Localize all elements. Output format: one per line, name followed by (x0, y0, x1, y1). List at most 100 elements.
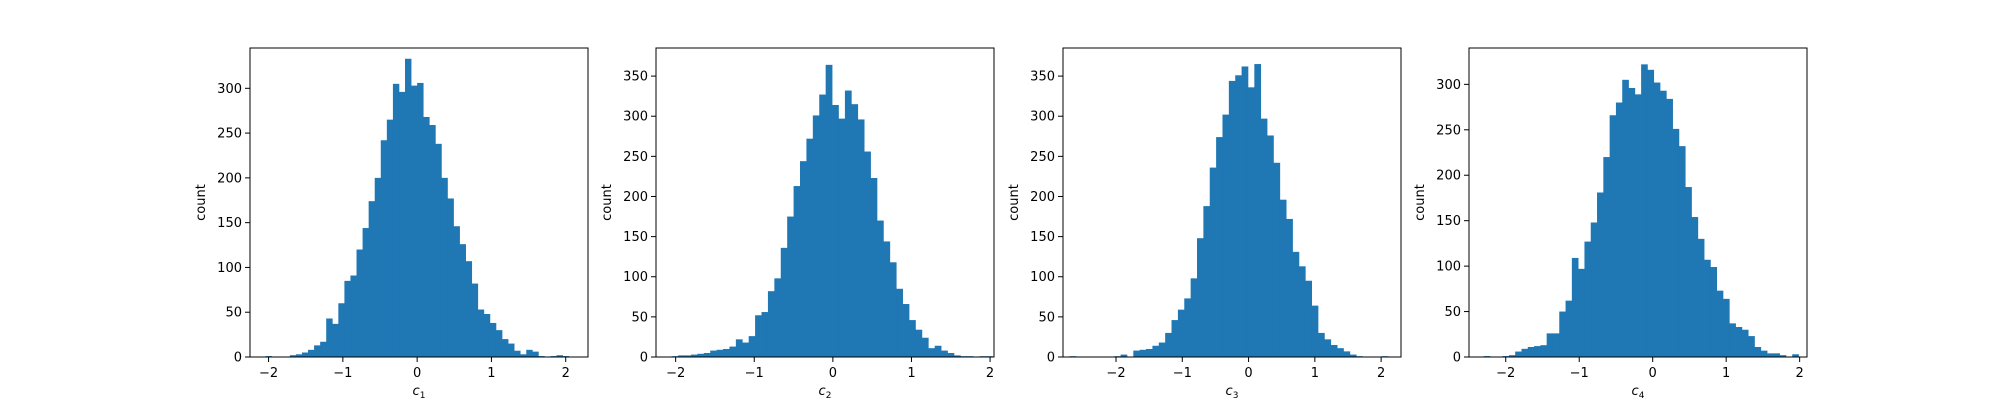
histogram-bar (703, 352, 711, 357)
histogram-bar (902, 304, 910, 357)
y-tick-label: 0 (1047, 351, 1055, 366)
histogram-bar (1534, 346, 1541, 357)
y-tick-label: 300 (1030, 110, 1055, 125)
histogram-bar (1552, 333, 1560, 357)
histogram-bar (1165, 332, 1172, 357)
histogram-bar (1647, 69, 1655, 357)
histogram-bar (876, 220, 884, 357)
histogram-bar (1209, 167, 1217, 357)
y-tick-label: 300 (623, 110, 648, 125)
histogram-bar (832, 104, 839, 357)
histogram-bar (1735, 327, 1743, 357)
histogram-bar (723, 348, 730, 357)
histogram-bar (1622, 79, 1629, 357)
y-tick-label: 0 (234, 351, 242, 366)
histogram-bar (1349, 354, 1357, 357)
histogram-bar (889, 262, 897, 357)
x-tick-label: 1 (1722, 366, 1730, 381)
histogram-bar (1590, 222, 1598, 357)
histogram-bar (883, 241, 891, 357)
histogram-bar (678, 355, 685, 357)
histogram-bar (1628, 87, 1636, 358)
histogram-panel-4: −2 −1 0 1 2 0 50 100 150 200 250 300 c4 count (1413, 47, 1808, 400)
y-axis-label: count (1413, 184, 1428, 221)
y-tick-label: 350 (623, 70, 648, 85)
histogram-bar (774, 278, 782, 357)
histogram-bar (1286, 218, 1293, 357)
histogram-bar (411, 85, 418, 358)
histogram-bar (435, 143, 442, 357)
x-tick-label: 0 (1649, 366, 1657, 381)
histogram-bar (1546, 333, 1554, 357)
histogram-bar (1603, 157, 1610, 357)
histogram-bar (1171, 320, 1179, 357)
histogram-bar (477, 309, 485, 357)
histogram-bar (1273, 162, 1281, 357)
histogram-panel-1: −2 −1 0 1 2 0 50 100 150 200 250 300 c1 count (194, 47, 589, 400)
histogram-bar (1318, 332, 1325, 357)
histogram-bars (1069, 64, 1389, 358)
x-axis-label: c1 (413, 384, 426, 400)
histogram-bar (742, 342, 750, 357)
histogram-bar (851, 104, 859, 358)
histogram-bar (1197, 238, 1204, 357)
histogram-bar (690, 354, 698, 357)
histogram-bar (1773, 353, 1781, 357)
histogram-bar (1216, 137, 1223, 357)
x-tick-label: 0 (413, 366, 421, 381)
histogram-bar (1597, 192, 1604, 357)
histogram-bar (520, 354, 527, 357)
histogram-bar (710, 350, 717, 357)
histogram-bar (1722, 298, 1730, 357)
histogram-bar (338, 303, 345, 357)
histogram-bar (1222, 114, 1230, 358)
histogram-bar (368, 201, 376, 357)
histogram-bar (909, 320, 916, 357)
y-tick-label: 200 (623, 190, 648, 205)
y-axis-label: count (1007, 184, 1022, 221)
y-axis-label: count (600, 184, 615, 221)
histogram-bar (1337, 348, 1344, 357)
histogram-bar (819, 94, 827, 358)
histogram-bar (896, 288, 903, 357)
axes-frame (249, 47, 589, 358)
histogram-bar (1641, 64, 1648, 358)
y-tick-label: 50 (631, 310, 648, 325)
histogram-bars (1483, 64, 1799, 358)
histogram-bar (1311, 305, 1319, 357)
histogram-bar (870, 178, 878, 357)
histogram-bar (1710, 267, 1718, 357)
y-tick-label: 0 (1453, 351, 1461, 366)
x-tick-label: 0 (1244, 366, 1252, 381)
axes-frame (1468, 47, 1808, 358)
y-tick-label: 150 (1030, 230, 1055, 245)
histogram-bar (1697, 238, 1705, 357)
histogram-bar (332, 323, 339, 357)
y-tick-label: 350 (1030, 70, 1055, 85)
histogram-bar (1184, 298, 1191, 357)
x-axis-label: c4 (1632, 384, 1645, 400)
histogram-bar (1330, 344, 1338, 357)
histogram-bar (1792, 354, 1799, 357)
histogram-bar (1716, 290, 1724, 357)
histogram-bar (344, 280, 351, 357)
y-tick-label: 50 (1038, 310, 1055, 325)
x-tick-label: 1 (907, 366, 915, 381)
histogram-bar (301, 352, 309, 357)
x-tick-label: −2 (1106, 366, 1125, 381)
histogram-bar (953, 355, 961, 357)
histogram-bar (1203, 206, 1211, 357)
histogram-bar (934, 345, 942, 357)
histogram-bar (398, 91, 406, 357)
axes-frame (655, 47, 995, 358)
histogram-bar (1653, 82, 1661, 357)
x-tick-label: −2 (666, 366, 685, 381)
histogram-bar (793, 186, 801, 357)
histogram-bar (1152, 345, 1160, 357)
histogram-bar (800, 161, 807, 357)
histogram-bar (350, 275, 357, 357)
y-tick-label: 100 (217, 261, 242, 276)
histogram-bar (374, 177, 382, 357)
histogram-bar (716, 349, 724, 357)
